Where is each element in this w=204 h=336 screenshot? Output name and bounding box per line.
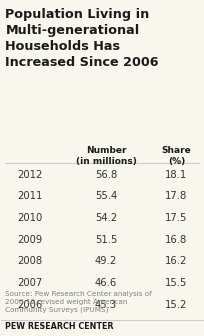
Text: 54.2: 54.2 [95,213,117,223]
Text: 16.8: 16.8 [165,235,187,245]
Text: 15.2: 15.2 [165,300,188,309]
Text: Number
(in millions): Number (in millions) [76,146,136,166]
Text: Share
(%): Share (%) [162,146,191,166]
Text: 49.2: 49.2 [95,256,117,266]
Text: Population Living in
Multi-generational
Households Has
Increased Since 2006: Population Living in Multi-generational … [6,8,159,69]
Text: 16.2: 16.2 [165,256,188,266]
Text: 45.3: 45.3 [95,300,117,309]
Text: 18.1: 18.1 [165,170,187,180]
Text: 46.6: 46.6 [95,278,117,288]
Text: 2012: 2012 [18,170,43,180]
Text: 2010: 2010 [18,213,43,223]
Text: 17.8: 17.8 [165,191,187,201]
Text: 2006: 2006 [18,300,43,309]
Text: 56.8: 56.8 [95,170,117,180]
Text: Source: Pew Research Center analysis of
2006-12 revised weight American
Communit: Source: Pew Research Center analysis of … [6,291,152,313]
Text: 2009: 2009 [18,235,43,245]
Text: 2008: 2008 [18,256,43,266]
Text: 51.5: 51.5 [95,235,117,245]
Text: 2011: 2011 [18,191,43,201]
Text: 17.5: 17.5 [165,213,188,223]
Text: 2007: 2007 [18,278,43,288]
Text: 55.4: 55.4 [95,191,117,201]
Text: PEW RESEARCH CENTER: PEW RESEARCH CENTER [6,322,114,331]
Text: 15.5: 15.5 [165,278,188,288]
